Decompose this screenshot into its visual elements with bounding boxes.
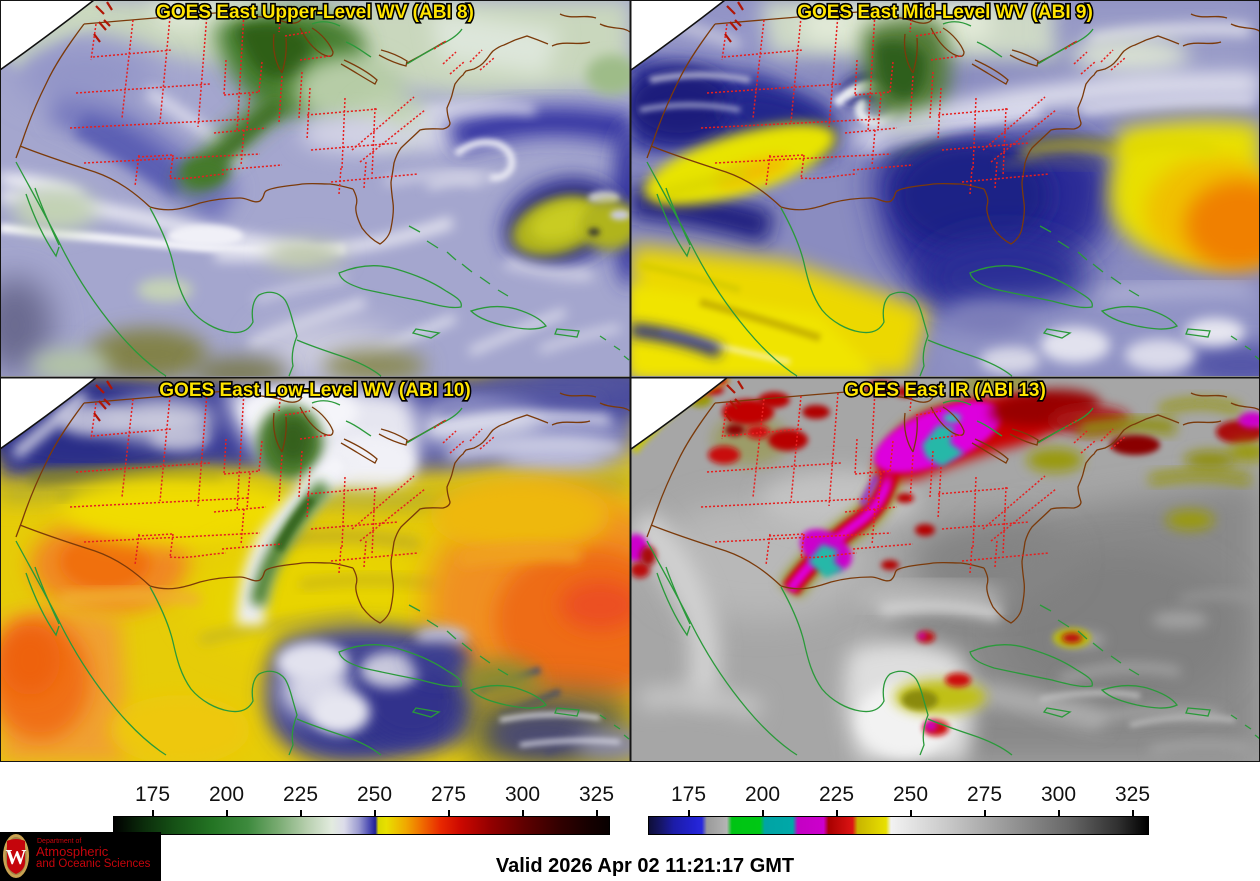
svg-text:GOES East Mid-Level WV (ABI 9): GOES East Mid-Level WV (ABI 9) bbox=[797, 2, 1093, 23]
svg-text:GOES East Upper-Level WV (ABI: GOES East Upper-Level WV (ABI 8) bbox=[156, 2, 474, 23]
svg-text:W: W bbox=[6, 845, 27, 869]
svg-text:GOES East IR (ABI 13): GOES East IR (ABI 13) bbox=[844, 380, 1046, 401]
svg-text:GOES East Low-Level WV (ABI 10: GOES East Low-Level WV (ABI 10) bbox=[159, 380, 470, 401]
